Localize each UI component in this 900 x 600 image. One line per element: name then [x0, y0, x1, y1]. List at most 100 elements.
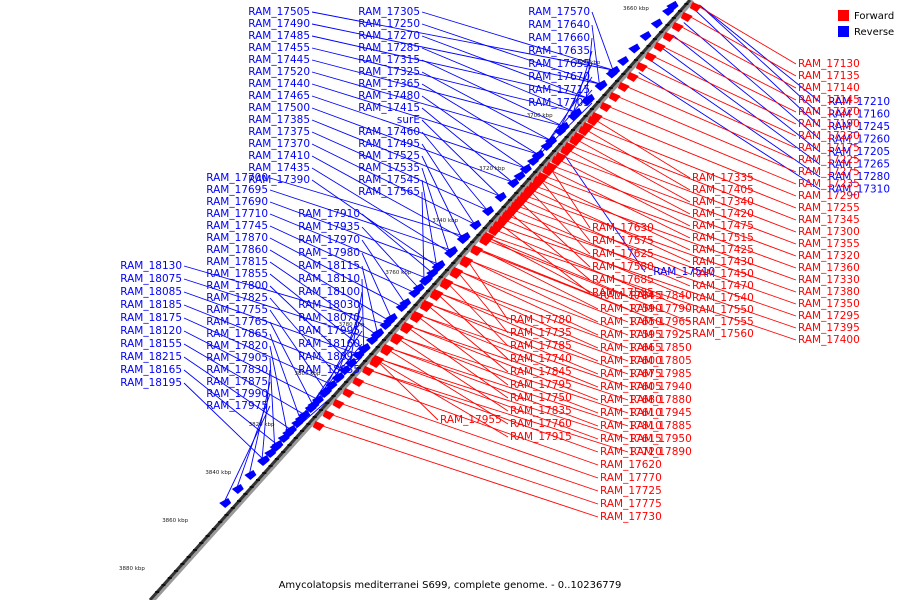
backbone-feature	[375, 346, 380, 348]
forward-gene-leader	[371, 370, 599, 453]
forward-gene-label: RAM_17985	[630, 368, 692, 380]
forward-gene-arrow	[362, 366, 375, 376]
reverse-gene-leader	[183, 278, 372, 340]
reverse-gene-leader	[699, 4, 821, 115]
forward-gene-leader	[531, 192, 591, 255]
reverse-gene-label: RAM_17970	[298, 234, 360, 246]
forward-gene-leader	[654, 56, 797, 125]
forward-gene-leader	[591, 126, 797, 209]
reverse-gene-leader	[269, 237, 401, 307]
backbone-feature	[344, 381, 349, 383]
reverse-gene-leader	[311, 35, 588, 99]
reverse-gene-arrow	[507, 178, 520, 188]
reverse-gene-leader	[558, 63, 593, 131]
backbone-feature	[407, 311, 412, 313]
reverse-gene-leader	[183, 330, 318, 400]
forward-gene-leader	[479, 250, 691, 335]
backbone-feature	[293, 437, 298, 439]
forward-gene-label: RAM_17725	[600, 485, 662, 497]
reverse-gene-label: RAM_17315	[358, 54, 420, 66]
reverse-gene-arrow	[581, 96, 593, 106]
forward-gene-arrow	[461, 256, 474, 266]
forward-gene-leader	[352, 392, 599, 479]
forward-gene-leader	[480, 249, 599, 310]
forward-gene-label: RAM_17350	[798, 298, 860, 310]
forward-gene-leader	[401, 337, 629, 414]
reverse-gene-arrow	[540, 141, 553, 151]
forward-gene-label: RAM_17225	[798, 154, 860, 166]
reverse-gene-leader	[694, 9, 821, 128]
reverse-gene-label: RAM_17905	[206, 352, 268, 364]
reverse-gene-label: RAM_17250	[358, 18, 420, 30]
reverse-gene-arrow	[219, 498, 232, 508]
forward-gene-leader	[497, 230, 691, 311]
reverse-gene-leader	[361, 213, 432, 273]
reverse-gene-arrow	[594, 81, 607, 91]
backbone-feature	[684, 3, 689, 5]
reverse-gene-label: RAM_17385	[248, 114, 310, 126]
reverse-gene-label: RAM_17280	[828, 171, 890, 183]
forward-gene-arrow	[381, 344, 394, 354]
kbp-tick-label: 3680 kbp	[574, 60, 600, 66]
reverse-gene-label: RAM_17465	[248, 90, 310, 102]
forward-gene-leader	[663, 46, 797, 113]
forward-gene-leader	[645, 66, 797, 137]
forward-gene-leader	[537, 186, 797, 281]
forward-gene-leader	[449, 284, 509, 347]
forward-gene-arrow	[578, 126, 591, 136]
reverse-gene-leader	[269, 201, 439, 265]
backbone-feature	[400, 318, 405, 320]
forward-gene-leader	[421, 315, 599, 388]
backbone-feature	[665, 24, 670, 26]
reverse-gene-label: RAM_17210	[828, 96, 890, 108]
backbone-feature	[432, 283, 437, 285]
forward-gene-label: RAM_17795	[510, 379, 572, 391]
forward-gene-leader	[322, 425, 599, 518]
reverse-gene-leader	[564, 154, 646, 273]
reverse-gene-label: RAM_17745	[206, 220, 268, 232]
backbone-feature	[470, 241, 475, 243]
forward-gene-label: RAM_17540	[692, 292, 754, 304]
forward-gene-label: RAM_17790	[630, 303, 692, 315]
reverse-gene-leader	[269, 321, 313, 405]
reverse-gene-leader	[269, 249, 389, 321]
forward-gene-label: RAM_17770	[600, 472, 662, 484]
forward-gene-arrow	[411, 311, 424, 321]
forward-gene-arrow	[451, 267, 464, 277]
reverse-gene-label: surE	[397, 114, 420, 126]
backbone-feature	[634, 59, 638, 61]
forward-gene-leader	[439, 295, 509, 360]
reverse-gene-label: RAM_17815	[206, 256, 268, 268]
backbone-feature	[438, 276, 443, 278]
forward-gene-label: RAM_17610	[600, 407, 662, 419]
forward-gene-label: RAM_17360	[798, 262, 860, 274]
forward-gene-arrow	[551, 156, 564, 166]
forward-gene-label: RAM_17295	[798, 310, 860, 322]
reverse-gene-arrow	[554, 126, 566, 136]
forward-gene-leader	[515, 210, 691, 287]
forward-gene-label: RAM_17590	[600, 303, 662, 315]
reverse-gene-label: RAM_17445	[248, 54, 310, 66]
reverse-gene-label: RAM_17265	[828, 159, 890, 171]
reverse-gene-label: RAM_18185	[120, 299, 182, 311]
forward-gene-leader	[451, 282, 629, 349]
forward-gene-leader	[573, 146, 797, 233]
backbone-feature	[577, 122, 582, 124]
reverse-gene-arrow	[311, 395, 324, 405]
backbone-feature	[476, 234, 481, 236]
forward-gene-label: RAM_17585	[592, 287, 654, 299]
forward-gene-label: RAM_17810	[600, 420, 662, 432]
backbone-feature	[167, 577, 172, 579]
kbp-ticks: 3660 kbp 3680 kbp 3700 kbp 3720 kbp 3740 kbp…	[119, 6, 649, 572]
reverse-gene-leader	[361, 252, 392, 318]
forward-gene-label: RAM_17780	[510, 314, 572, 326]
kbp-tick-label: 3800 kbp	[295, 371, 321, 377]
backbone-feature	[463, 248, 468, 250]
forward-gene-leader	[391, 348, 599, 427]
backbone-feature	[646, 45, 651, 47]
forward-gene-label: RAM_17945	[630, 407, 692, 419]
forward-gene-label: RAM_17140	[798, 82, 860, 94]
backbone-feature	[508, 199, 512, 201]
forward-gene-label: RAM_17475	[692, 220, 754, 232]
